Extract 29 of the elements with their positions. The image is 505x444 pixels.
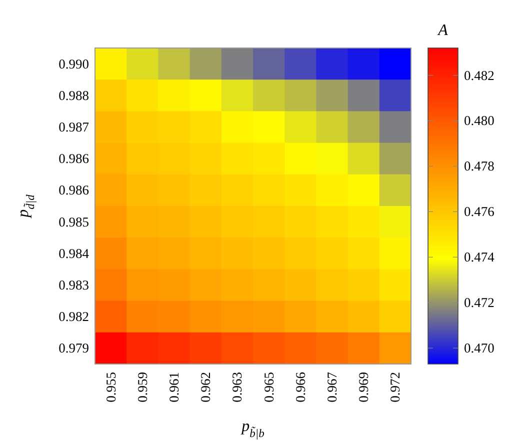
y-tick-label: 0.990 xyxy=(58,56,90,72)
color-bar-label: 0.482 xyxy=(464,68,494,83)
x-axis-title: p$_{b̃|b}$ xyxy=(240,418,265,440)
y-tick-label: 0.985 xyxy=(58,214,90,230)
x-tick-label: 0.962 xyxy=(198,372,214,402)
x-tick-label: 0.963 xyxy=(230,372,245,402)
x-tick-label: 0.955 xyxy=(103,372,118,402)
color-bar-label: 0.480 xyxy=(464,113,495,128)
x-tick-label: 0.961 xyxy=(166,372,182,402)
color-bar-label: 0.474 xyxy=(464,250,495,265)
y-tick-label: 0.984 xyxy=(58,246,90,261)
x-tick-label: 0.967 xyxy=(324,372,340,402)
y-tick-label: 0.979 xyxy=(58,340,90,356)
y-tick-label: 0.986 xyxy=(58,182,90,198)
y-tick-label: 0.988 xyxy=(58,88,90,103)
color-bar-label: 0.476 xyxy=(464,204,495,220)
y-tick-label: 0.983 xyxy=(58,278,90,292)
x-tick-label: 0.966 xyxy=(292,372,308,402)
color-bar-label: 0.478 xyxy=(464,158,495,174)
color-bar-title: A xyxy=(437,22,448,39)
color-bar-label: 0.472 xyxy=(464,295,494,310)
y-tick-label: 0.986 xyxy=(58,151,90,166)
y-tick-label: 0.987 xyxy=(58,120,90,134)
x-tick-label: 0.969 xyxy=(356,372,372,402)
x-tick-label: 0.972 xyxy=(388,372,403,402)
color-bar-label: 0.470 xyxy=(464,340,495,356)
x-tick-label: 0.959 xyxy=(134,372,150,402)
x-tick-label: 0.965 xyxy=(261,372,276,402)
y-tick-label: 0.982 xyxy=(58,309,89,324)
